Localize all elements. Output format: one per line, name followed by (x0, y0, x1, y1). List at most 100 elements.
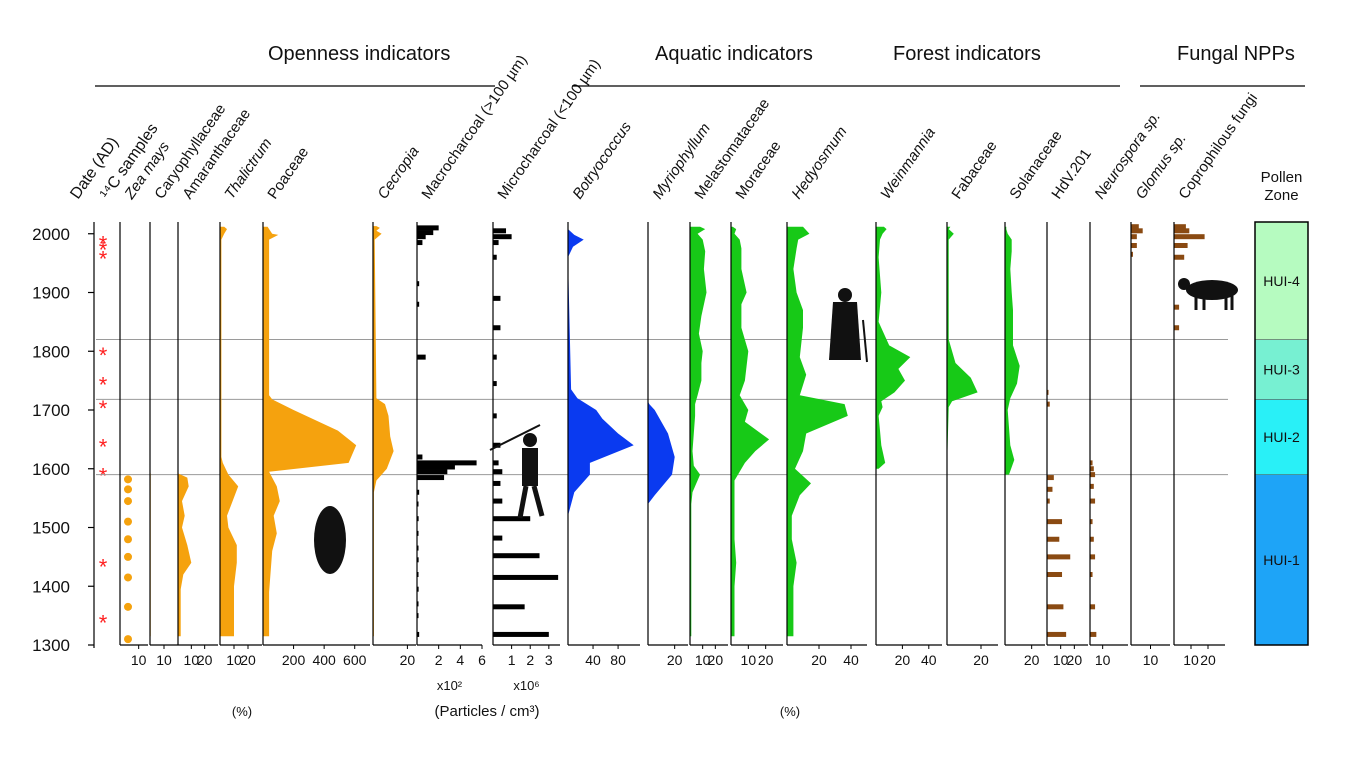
unit-percent-left: (%) (232, 704, 252, 719)
glomus-sp-bar (1131, 251, 1133, 257)
microcharcoal-100-m-scale-note: x10⁶ (513, 678, 539, 693)
microcharcoal-100-m-bar (493, 460, 499, 466)
y-tick-label: 2000 (32, 225, 70, 244)
hdv-201-tick-label: 10 (1053, 652, 1069, 668)
thalictrum-area (220, 226, 239, 637)
coprophilous-fungi-tick-label: 20 (1200, 652, 1216, 668)
macrocharcoal-100-m-bar (417, 464, 455, 470)
microcharcoal-100-m-bar (493, 325, 501, 331)
hedyosmum-label: Hedyosmum (788, 124, 850, 203)
macrocharcoal-100-m-bar (417, 225, 439, 231)
neurospora-sp-bar (1090, 631, 1097, 637)
hdv-201-bar (1047, 486, 1053, 492)
microcharcoal-100-m-bar (493, 553, 540, 559)
microcharcoal-100-m-bar (493, 535, 503, 541)
microcharcoal-100-m-bar (493, 228, 507, 234)
y-tick-label: 1800 (32, 342, 70, 361)
y-tick-label: 1600 (32, 460, 70, 479)
neurospora-sp-bar (1090, 483, 1094, 489)
coprophilous-fungi-bar (1174, 254, 1185, 260)
hdv-201-bar (1047, 401, 1050, 407)
zea-mays-dot (124, 635, 132, 644)
zea-mays-dot (124, 552, 132, 561)
cecropia-tick-label: 20 (400, 652, 416, 668)
maize-cob-silhouette (314, 506, 346, 574)
neurospora-sp-bar (1090, 498, 1096, 504)
c14-sample-marker: * (99, 434, 108, 459)
macrocharcoal-100-m-bar (417, 489, 420, 495)
zone-label: HUI-1 (1263, 552, 1300, 568)
glomus-sp-bar (1131, 224, 1139, 230)
zea-mays-dot (124, 485, 132, 494)
cecropia-label: Cecropia (374, 143, 422, 202)
cow-silhouette (1178, 278, 1238, 310)
poaceae-tick-label: 600 (343, 652, 367, 668)
macrocharcoal-100-m-bar (417, 516, 419, 522)
group-label: Openness indicators (268, 43, 450, 65)
macrocharcoal-100-m-bar (417, 281, 420, 287)
glomus-sp-bar (1131, 243, 1137, 248)
macrocharcoal-100-m-bar (417, 234, 426, 240)
hdv-201-bar (1047, 554, 1071, 560)
amaranthaceae-area (178, 473, 192, 637)
macrocharcoal-100-m-tick-label: 6 (478, 652, 486, 668)
microcharcoal-100-m-tick-label: 2 (526, 652, 534, 668)
weinmannia-label: Weinmannia (877, 124, 939, 202)
macrocharcoal-100-m-tick-label: 4 (456, 652, 464, 668)
microcharcoal-100-m-bar (493, 604, 525, 610)
zea-mays-dot (124, 602, 132, 611)
botryococcus-tick-label: 80 (610, 652, 626, 668)
c14-sample-marker: * (99, 237, 108, 262)
macrocharcoal-100-m-bar (417, 545, 419, 551)
microcharcoal-100-m-bar (493, 498, 503, 504)
neurospora-sp-bar (1090, 472, 1096, 478)
neurospora-sp-bar (1090, 519, 1093, 525)
myriophyllum-tick-label: 20 (667, 652, 683, 668)
macrocharcoal-100-m-bar (417, 572, 419, 577)
microcharcoal-100-m-bar (493, 240, 499, 246)
myriophyllum-area (648, 401, 675, 504)
hdv-201-bar (1047, 498, 1050, 504)
macrocharcoal-100-m-bar (417, 601, 419, 607)
zone-label: HUI-4 (1263, 273, 1300, 289)
macrocharcoal-100-m-bar (417, 557, 419, 563)
group-label: Fungal NPPs (1177, 43, 1295, 65)
c14-sample-marker: * (99, 396, 108, 421)
coprophilous-fungi-bar (1174, 234, 1205, 240)
coprophilous-fungi-bar (1174, 325, 1180, 331)
hdv-201-label: HdV.201 (1048, 146, 1095, 202)
melastomataceae-label: Melastomataceae (691, 96, 773, 203)
robed-figure-silhouette (829, 288, 868, 363)
hedyosmum-area (787, 226, 848, 637)
neurospora-sp-bar (1090, 536, 1094, 542)
microcharcoal-100-m-tick-label: 1 (508, 652, 516, 668)
thalictrum-tick-label: 20 (240, 652, 256, 668)
thalictrum-tick-label: 10 (226, 652, 242, 668)
neurospora-sp-bar (1090, 460, 1093, 466)
c14-sample-marker: * (99, 555, 108, 580)
hdv-201-bar (1047, 604, 1064, 610)
fabaceae-label: Fabaceae (948, 138, 1000, 202)
neurospora-sp-bar (1090, 554, 1096, 560)
amaranthaceae-tick-label: 10 (184, 652, 200, 668)
melastomataceae-area (690, 226, 707, 637)
hdv-201-bar (1047, 389, 1049, 395)
fabaceae-area (947, 226, 978, 637)
zone-hui-4 (1254, 221, 1309, 340)
macrocharcoal-100-m-bar (417, 230, 434, 236)
zone-column-frame (1254, 221, 1309, 646)
melastomataceae-tick-label: 20 (708, 652, 724, 668)
hdv-201-bar (1047, 536, 1060, 542)
botryococcus-label: Botryococcus (569, 118, 635, 202)
macrocharcoal-100-m-bar (417, 354, 426, 360)
zea-mays-tick-label: 10 (131, 652, 147, 668)
c14-sample-marker: * (99, 464, 108, 489)
weinmannia-tick-label: 40 (921, 652, 937, 668)
zone-label: HUI-3 (1263, 361, 1300, 377)
microcharcoal-100-m-bar (493, 234, 512, 240)
fabaceae-tick-label: 20 (973, 652, 989, 668)
microcharcoal-100-m-bar (493, 469, 503, 475)
zone-hui-1 (1254, 474, 1309, 646)
neurospora-sp-bar (1090, 466, 1094, 472)
